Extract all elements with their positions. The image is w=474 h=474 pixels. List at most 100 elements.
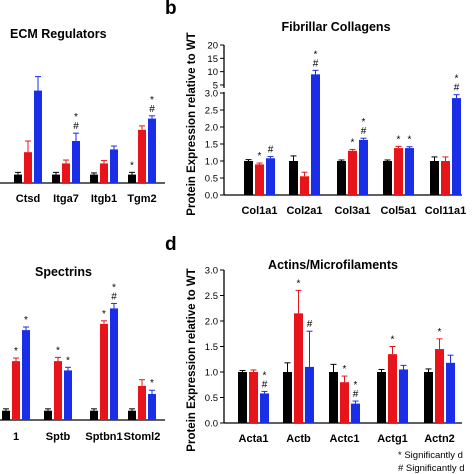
spec-title: Spectrins: [35, 265, 92, 279]
spec-bar: [2, 410, 10, 420]
spec-chart: **1**Sptb*#*Sptbn1*Stoml2: [0, 282, 165, 443]
fib-y-tick-label: 0.0: [205, 191, 218, 202]
act-y-tick-label: 0.0: [205, 419, 218, 430]
act-bar: [294, 313, 303, 423]
act-bar: [388, 354, 397, 423]
fib-bar: [289, 161, 298, 195]
ecm-bar: [52, 174, 60, 183]
act-y-tick-label: 3.0: [205, 266, 218, 277]
fib-bar: [300, 176, 309, 195]
spec-significance-mark: *: [112, 282, 116, 293]
spec-bar: [22, 330, 30, 420]
act-bar: [283, 372, 292, 423]
fib-y-tick-label: 0.5: [205, 174, 218, 185]
fib-bar: [311, 74, 320, 195]
ecm-bar: [90, 174, 98, 183]
fib-chart: 0.00.51.01.52.02.53.05101520*#Col1a1#*Co…: [205, 41, 467, 218]
panel-d-letter: d: [165, 234, 177, 255]
act-significance-mark: #: [262, 379, 268, 390]
footnote-significant-blue: # Significantly d: [398, 463, 465, 474]
ecm-chart: Ctsd#*Itga7 Itgb1*#*Tgm2: [0, 76, 165, 205]
fib-y-tick-label: 20: [207, 41, 218, 52]
act-bar: [305, 366, 314, 423]
act-chart: 0.00.51.01.52.02.53.0#*Acta1*#Actb*#*Act…: [205, 266, 462, 445]
fib-axis-break: [221, 88, 227, 92]
fib-y-tick-label: 1.5: [205, 140, 218, 151]
fib-category-label: Col3a1: [334, 205, 370, 217]
act-bar: [238, 372, 247, 423]
ecm-bar: [110, 149, 118, 183]
fib-significance-mark: #: [313, 58, 319, 69]
fib-bar: [244, 161, 253, 195]
fib-y-tick-label: 10: [207, 67, 218, 78]
ecm-bar: [138, 129, 146, 183]
act-bar: [435, 349, 444, 423]
ecm-bar: [148, 118, 156, 183]
act-significance-mark: #: [353, 389, 359, 400]
fib-y-tick-label: 2.5: [205, 106, 218, 117]
ecm-category-label: Itga7: [53, 193, 79, 205]
ecm-significance-mark: *: [74, 112, 78, 123]
spec-significance-mark: *: [24, 315, 28, 326]
act-significance-mark: *: [297, 278, 301, 289]
ecm-bar: [34, 90, 42, 183]
act-bar: [260, 393, 269, 423]
ecm-category-label: Tgm2: [127, 193, 156, 205]
act-bar: [399, 369, 408, 423]
ecm-significance-mark: *: [130, 160, 134, 171]
ecm-significance-mark: *: [150, 95, 154, 106]
act-significance-mark: *: [354, 380, 358, 391]
act-bar: [249, 372, 258, 423]
fib-bar: [405, 148, 414, 195]
spec-bar: [44, 410, 52, 420]
act-y-tick-label: 1.0: [205, 368, 218, 379]
fib-significance-mark: *: [397, 134, 401, 145]
act-significance-mark: #: [307, 319, 313, 330]
fib-category-label: Col11a1: [425, 205, 467, 217]
fib-title: Fibrillar Collagens: [281, 20, 390, 34]
ecm-significance-mark: #: [149, 104, 155, 115]
act-y-tick-label: 0.5: [205, 393, 218, 404]
ecm-bar: [72, 141, 80, 183]
fib-y-tick-label: 3.0: [205, 89, 218, 100]
spec-significance-mark: *: [56, 345, 60, 356]
spec-bar: [138, 385, 146, 420]
ecm-bar: [62, 163, 70, 183]
fib-bar: [430, 161, 439, 195]
act-significance-mark: *: [263, 370, 267, 381]
fib-y-tick-label: 2.0: [205, 123, 218, 134]
fib-significance-mark: *: [408, 135, 412, 146]
spec-category-label: Sptbn1: [85, 431, 122, 443]
fib-bar: [266, 158, 275, 195]
fib-significance-mark: #: [268, 145, 274, 156]
act-y-tick-label: 1.5: [205, 342, 218, 353]
act-category-label: Actc1: [330, 433, 360, 445]
act-bar: [424, 372, 433, 423]
fib-bar: [394, 148, 403, 195]
ecm-significance-mark: #: [73, 121, 79, 132]
fib-bar: [359, 139, 368, 195]
spec-category-label: Sptb: [46, 431, 71, 443]
act-bar: [340, 382, 349, 423]
spec-bar: [64, 370, 72, 420]
fib-y-tick-label: 5: [213, 81, 218, 92]
spec-significance-mark: #: [111, 291, 117, 302]
spec-significance-mark: *: [102, 309, 106, 320]
fib-y-tick-label: 15: [207, 54, 218, 65]
spec-bar: [128, 410, 136, 420]
spec-bar: [148, 393, 156, 420]
act-category-label: Actg1: [377, 433, 408, 445]
spec-bar: [100, 323, 108, 420]
act-bar: [351, 403, 360, 423]
spec-bar: [90, 410, 98, 420]
spec-significance-mark: *: [14, 346, 18, 357]
ecm-bar: [14, 174, 22, 183]
act-category-label: Acta1: [239, 433, 269, 445]
panel-b-letter: b: [165, 0, 177, 19]
ecm-bar: [100, 163, 108, 183]
act-significance-mark: *: [391, 335, 395, 346]
act-category-label: Actn2: [424, 433, 455, 445]
ecm-title: ECM Regulators: [10, 27, 107, 41]
ecm-category-label: Ctsd: [16, 193, 40, 205]
act-significance-mark: *: [343, 364, 347, 375]
